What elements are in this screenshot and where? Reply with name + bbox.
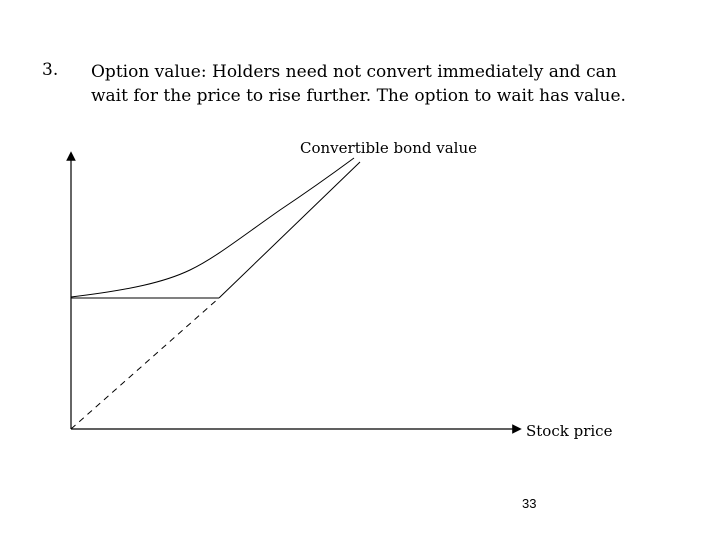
slide-number: 33 bbox=[522, 496, 537, 511]
point-text-line-2: wait for the price to rise further. The … bbox=[91, 86, 626, 106]
x-axis-label: Stock price bbox=[526, 422, 613, 440]
point-text-line-1: Option value: Holders need not convert i… bbox=[91, 62, 617, 82]
point-text: Option value: Holders need not convert i… bbox=[91, 60, 691, 108]
curve-label: Convertible bond value bbox=[300, 139, 477, 157]
list-number: 3. bbox=[42, 60, 59, 80]
conversion-value-line bbox=[218, 161, 361, 299]
conversion-value-dashed-line bbox=[70, 297, 220, 430]
convertible-bond-value-curve bbox=[70, 157, 355, 298]
